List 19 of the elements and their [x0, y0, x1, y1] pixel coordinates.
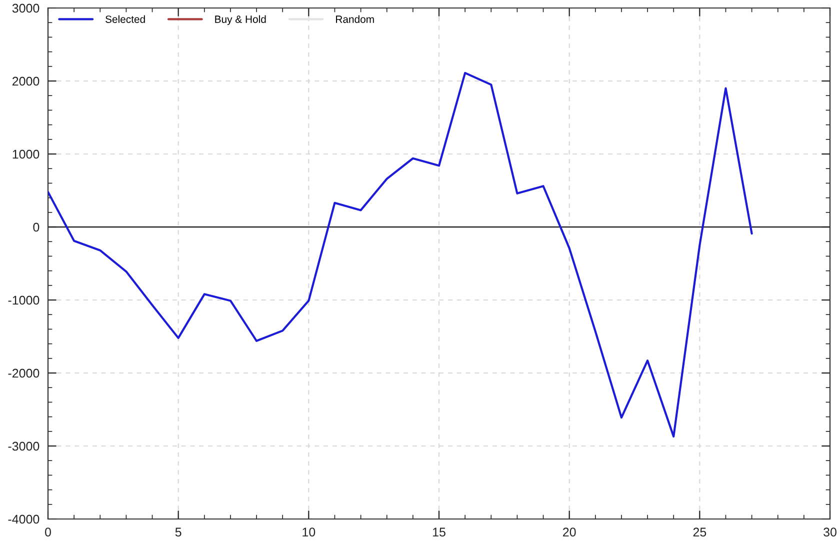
x-tick-label: 15 — [433, 528, 446, 537]
y-tick-label: -3000 — [8, 442, 40, 451]
y-tick-label: 2000 — [12, 76, 40, 86]
y-tick-label: 0 — [33, 222, 40, 232]
x-tick-label: 30 — [824, 528, 836, 537]
line-series — [48, 72, 753, 438]
x-tick-label: 10 — [302, 528, 316, 537]
legend-label: Buy & Hold — [215, 15, 266, 25]
y-tick-label: -1000 — [8, 296, 40, 305]
x-tick-label: 25 — [693, 528, 706, 537]
legend-label: Random — [336, 15, 374, 23]
y-tick-label: 1000 — [12, 150, 40, 159]
x-tick-label: 20 — [563, 528, 576, 537]
x-tick-label: 5 — [175, 528, 182, 537]
y-tick-label: -2000 — [8, 368, 40, 378]
y-tick-label: -4000 — [8, 514, 40, 524]
legend-label: Selected — [106, 15, 145, 23]
y-tick-label: 3000 — [12, 4, 40, 13]
x-tick-label: 0 — [45, 528, 51, 537]
